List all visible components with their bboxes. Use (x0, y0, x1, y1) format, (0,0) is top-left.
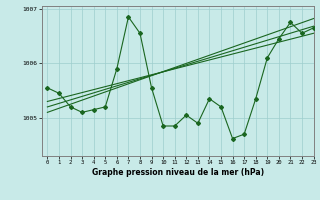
X-axis label: Graphe pression niveau de la mer (hPa): Graphe pression niveau de la mer (hPa) (92, 168, 264, 177)
